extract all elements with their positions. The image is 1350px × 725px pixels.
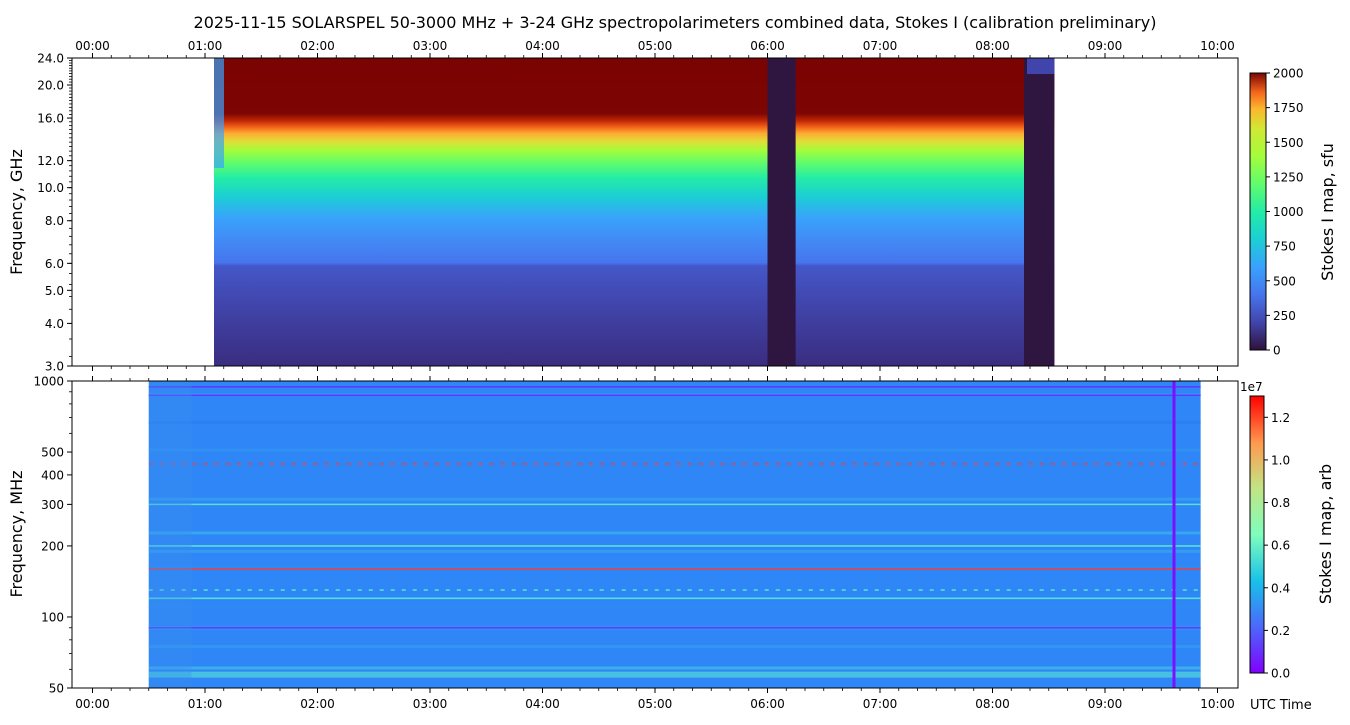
x-tick-label: 01:00 [188,697,223,711]
top-colorbar: 0 250 500 750 1000 1250 1500 1750 2000 Stokes I … [1249,67,1337,358]
y-tick-label: 6.0 [45,257,64,271]
colorbar-tick-label: 0.8 [1271,496,1290,510]
bottom-texture-band [148,605,1201,609]
y-tick-label: 12.0 [37,154,64,168]
bottom-texture-band [148,565,1201,569]
x-tick-label: 02:00 [300,697,335,711]
x-tick-label: 03:00 [413,697,448,711]
bottom-colorbar-ticks: 0.0 0.2 0.4 0.6 0.8 1.0 1.2 [1264,411,1290,681]
top-spectrum-band [214,58,1055,366]
x-tick-label-top: 02:00 [300,39,335,53]
top-data-gap [767,58,796,366]
bottom-y-axis-label: Frequency, MHz [7,470,26,597]
colorbar-tick-label: 2000 [1273,67,1304,81]
y-tick-label: 50 [49,682,64,696]
y-tick-label: 4.0 [45,317,64,331]
bottom-colorbar-fill [1249,395,1265,674]
bottom-early-strip [148,381,192,688]
bottom-spectrogram [148,381,1201,688]
colorbar-tick-label: 1500 [1273,136,1304,150]
colorbar-tick-label: 1250 [1273,170,1304,184]
x-tick-label-top: 05:00 [638,39,673,53]
x-tick-label: 04:00 [525,697,560,711]
colorbar-tick-label: 750 [1273,240,1296,254]
x-tick-label-top: 08:00 [975,39,1010,53]
x-tick-label: 07:00 [863,697,898,711]
y-tick-label: 1000 [33,375,64,389]
top-gap-edge [1027,58,1055,74]
colorbar-tick-label: 250 [1273,309,1296,323]
bottom-colorbar-offset: 1e7 [1240,380,1263,394]
colorbar-tick-label: 0.6 [1271,539,1290,553]
bottom-texture-band [148,531,1201,535]
x-tick-label: 10:00 [1200,697,1235,711]
y-tick-label: 5.0 [45,284,64,298]
bottom-texture-band [148,645,1201,649]
top-data-gap [1024,58,1055,366]
colorbar-tick-label: 0.0 [1271,667,1290,681]
x-tick-label-top: 06:00 [750,39,785,53]
y-tick-label: 16.0 [37,112,64,126]
bottom-texture-band [148,549,1201,553]
bottom-texture-band [148,666,1201,670]
bottom-colorbar: 0.0 0.2 0.4 0.6 0.8 1.0 1.2 1e7 Stokes I map, … [1240,380,1335,681]
bottom-texture-band [148,448,1201,452]
colorbar-tick-label: 0 [1273,344,1281,358]
bottom-texture-band [148,420,1201,424]
bottom-vertical-artifact [1172,381,1176,688]
bottom-texture-band [148,497,1201,501]
top-colorbar-ticks: 0 250 500 750 1000 1250 1500 1750 2000 [1266,67,1304,358]
top-colorbar-label: Stokes I map, sfu [1318,143,1337,281]
x-tick-label: 05:00 [638,697,673,711]
x-tick-label-top: 01:00 [188,39,223,53]
x-tick-label-top: 04:00 [525,39,560,53]
bottom-colorbar-label: Stokes I map, arb [1316,464,1335,604]
x-tick-label: 09:00 [1088,697,1123,711]
y-tick-label: 100 [41,610,64,624]
bottom-panel: 00:00 01:00 02:00 03:00 04:00 05:00 06:00 07:00… [7,375,1239,712]
top-colorbar-fill [1249,72,1267,351]
bottom-axes: 00:00 01:00 02:00 03:00 04:00 05:00 06:00 07:00… [33,375,1234,712]
colorbar-tick-label: 500 [1273,274,1296,288]
y-tick-label: 200 [41,539,64,553]
colorbar-tick-label: 1.0 [1271,453,1290,467]
y-tick-label: 300 [41,498,64,512]
y-tick-label: 24.0 [37,52,64,66]
y-tick-label: 400 [41,468,64,482]
y-tick-label: 10.0 [37,181,64,195]
top-panel: 00:00 01:00 02:00 03:00 04:00 05:00 06:00 07:00… [7,39,1239,374]
x-tick-label-top: 00:00 [75,39,110,53]
x-tick-label-top: 10:00 [1200,39,1235,53]
x-tick-label-top: 07:00 [863,39,898,53]
colorbar-tick-label: 1000 [1273,205,1304,219]
x-axis-label: UTC Time [1250,698,1312,713]
top-spectrogram [214,58,1055,366]
x-tick-label: 06:00 [750,697,785,711]
colorbar-tick-label: 1.2 [1271,411,1290,425]
colorbar-tick-label: 1750 [1273,101,1304,115]
x-tick-label: 08:00 [975,697,1010,711]
y-tick-label: 3.0 [45,360,64,374]
x-tick-label-top: 03:00 [413,39,448,53]
bottom-spectrum-band [148,381,1201,688]
top-start-transient [214,58,224,168]
x-tick-label: 00:00 [75,697,110,711]
colorbar-tick-label: 0.4 [1271,581,1290,595]
x-tick-label-top: 09:00 [1088,39,1123,53]
chart-title: 2025-11-15 SOLARSPEL 50-3000 MHz + 3-24 … [194,13,1157,32]
y-tick-label: 20.0 [37,79,64,93]
top-y-axis-label: Frequency, GHz [7,149,26,275]
top-axes: 00:00 01:00 02:00 03:00 04:00 05:00 06:00 07:00… [37,39,1235,374]
colorbar-tick-label: 0.2 [1271,624,1290,638]
y-tick-label: 8.0 [45,214,64,228]
y-tick-label: 500 [41,446,64,460]
